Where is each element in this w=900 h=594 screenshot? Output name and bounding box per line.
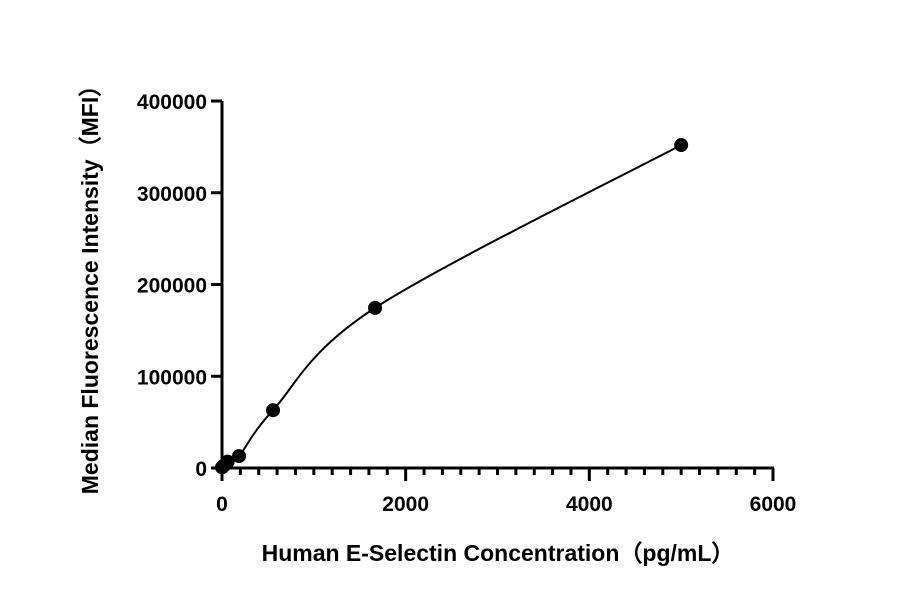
x-tick-label: 4000 bbox=[566, 493, 613, 516]
data-point bbox=[266, 403, 281, 418]
x-tick-label: 0 bbox=[216, 493, 228, 516]
x-tick-label: 2000 bbox=[382, 493, 429, 516]
fit-curve bbox=[221, 144, 682, 469]
y-axis-title: Median Fluorescence Intensity（MFI） bbox=[77, 74, 103, 494]
y-tick-label: 200000 bbox=[137, 275, 207, 298]
data-points bbox=[215, 138, 689, 475]
y-tick-label: 100000 bbox=[137, 366, 207, 389]
y-tick-label: 0 bbox=[195, 458, 207, 481]
y-tick-label: 300000 bbox=[137, 183, 207, 206]
data-point bbox=[674, 138, 689, 153]
x-axis-title: Human E-Selectin Concentration（pg/mL） bbox=[262, 540, 735, 566]
tick-labels: 0 100000 200000 300000 400000 0 2000 4000 6000 bbox=[137, 91, 796, 516]
data-point bbox=[232, 449, 247, 464]
data-point bbox=[368, 300, 383, 315]
data-point bbox=[220, 454, 235, 469]
axes bbox=[220, 101, 774, 470]
ticks bbox=[211, 99, 775, 481]
y-tick-label: 400000 bbox=[137, 91, 207, 114]
x-tick-label: 6000 bbox=[750, 493, 797, 516]
